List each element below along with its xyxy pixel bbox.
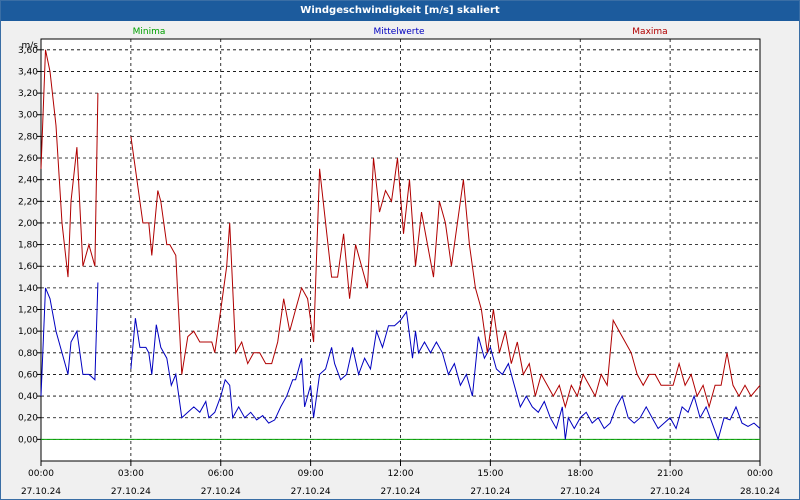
x-tick-time: 21:00 (657, 469, 683, 479)
series-line-mittelwerte (40, 282, 99, 397)
x-tick-date: 27.10.24 (650, 487, 690, 497)
y-tick-label: 0,40 (18, 392, 38, 402)
y-tick-label: 1,60 (18, 262, 38, 272)
legend-maxima: Maxima (632, 27, 667, 37)
series-line-maxima (40, 49, 99, 278)
x-tick-date: 27.10.24 (201, 487, 241, 497)
legend-minima: Minima (133, 27, 166, 37)
y-tick-label: 1,00 (18, 327, 38, 337)
y-tick-label: 3,20 (18, 89, 38, 99)
x-tick-time: 09:00 (298, 469, 324, 479)
y-tick-label: 1,20 (18, 306, 38, 316)
y-tick-label: 0,00 (18, 435, 38, 445)
x-tick-date: 27.10.24 (380, 487, 420, 497)
y-tick-label: 3,40 (18, 67, 38, 77)
series-line-maxima (130, 136, 761, 409)
y-tick-label: 1,80 (18, 241, 38, 251)
x-tick-date: 27.10.24 (470, 487, 510, 497)
y-tick-label: 2,80 (18, 132, 38, 142)
x-tick-date: 27.10.24 (560, 487, 600, 497)
x-tick-time: 06:00 (208, 469, 234, 479)
y-axis-label: m/s (22, 41, 39, 51)
y-tick-label: 2,60 (18, 154, 38, 164)
x-tick-time: 12:00 (388, 469, 414, 479)
y-tick-label: 0,60 (18, 370, 38, 380)
x-tick-time: 03:00 (118, 469, 144, 479)
series-line-mittelwerte (130, 310, 761, 442)
y-tick-label: 1,40 (18, 284, 38, 294)
x-tick-time: 18:00 (567, 469, 593, 479)
chart-title: Windgeschwindigkeit [m/s] skaliert (1, 1, 799, 21)
y-tick-label: 2,20 (18, 197, 38, 207)
y-tick-label: 0,20 (18, 414, 38, 424)
y-tick-label: 0,80 (18, 349, 38, 359)
x-tick-date: 28.10.24 (740, 487, 780, 497)
y-tick-label: 2,40 (18, 176, 38, 186)
x-tick-date: 27.10.24 (111, 487, 151, 497)
y-tick-label: 3,00 (18, 111, 38, 121)
x-tick-time: 15:00 (477, 469, 503, 479)
y-tick-label: 2,00 (18, 219, 38, 229)
x-tick-time: 00:00 (747, 469, 773, 479)
x-tick-date: 27.10.24 (21, 487, 61, 497)
x-tick-date: 27.10.24 (291, 487, 331, 497)
x-tick-time: 00:00 (28, 469, 54, 479)
legend-mittelwerte: Mittelwerte (373, 27, 424, 37)
y-tick-label: 3,60 (18, 46, 38, 56)
